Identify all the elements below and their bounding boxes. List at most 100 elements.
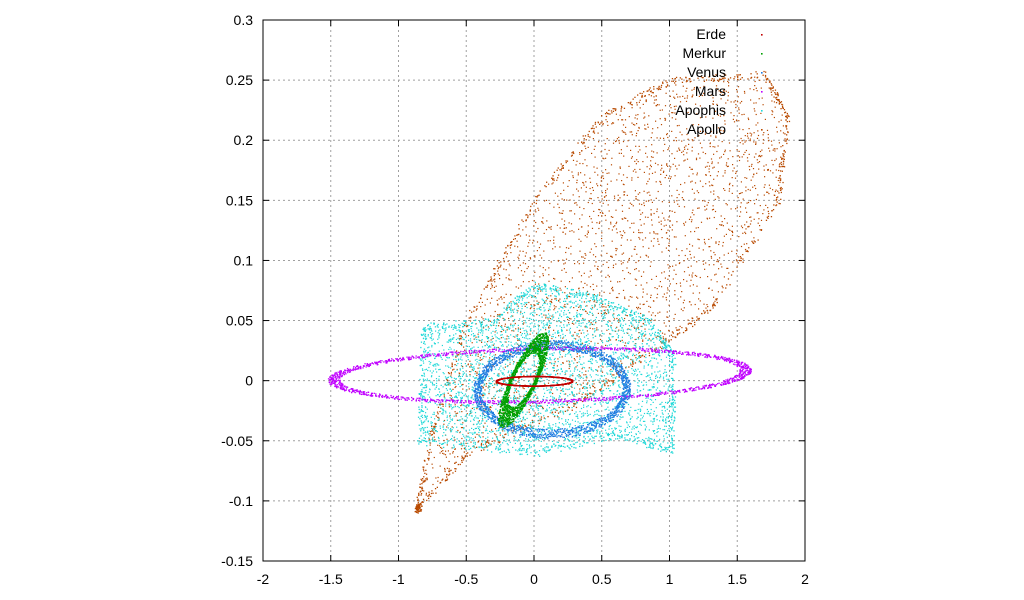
data-point — [657, 312, 659, 314]
data-point — [704, 166, 707, 168]
data-point — [544, 293, 547, 295]
data-point — [444, 467, 446, 470]
data-point — [536, 396, 539, 398]
data-point — [537, 408, 539, 410]
data-point — [754, 85, 756, 87]
data-point — [482, 432, 484, 434]
data-point — [786, 128, 788, 130]
data-point — [428, 491, 430, 493]
data-point — [537, 303, 539, 305]
data-point — [520, 365, 522, 367]
data-point — [575, 406, 578, 409]
data-point — [578, 361, 580, 363]
data-point — [601, 115, 603, 117]
data-point — [553, 429, 555, 431]
data-point — [586, 330, 588, 332]
data-point — [758, 218, 760, 220]
data-point — [663, 293, 665, 295]
data-point — [585, 254, 587, 256]
data-point — [623, 217, 626, 219]
data-point — [500, 334, 502, 336]
data-point — [442, 450, 444, 452]
data-point — [483, 384, 485, 386]
data-point — [456, 368, 458, 371]
data-point — [485, 441, 487, 444]
data-point — [535, 406, 537, 408]
data-point — [753, 132, 755, 134]
data-point — [434, 488, 437, 490]
data-point — [668, 216, 670, 218]
data-point — [653, 237, 655, 240]
data-point — [635, 320, 637, 322]
data-point — [529, 258, 532, 260]
data-point — [696, 285, 698, 287]
data-point — [612, 377, 614, 379]
data-point — [704, 268, 706, 270]
data-point — [469, 410, 471, 412]
data-point — [455, 415, 457, 417]
data-point — [650, 137, 652, 139]
data-point — [667, 430, 669, 432]
data-point — [483, 426, 485, 428]
data-point — [677, 333, 679, 335]
data-point — [736, 266, 738, 268]
data-point — [584, 174, 586, 176]
data-point — [618, 314, 620, 316]
data-point — [503, 412, 505, 414]
data-point — [613, 108, 615, 110]
data-point — [686, 152, 688, 154]
data-point — [728, 85, 730, 87]
data-point — [760, 112, 762, 114]
data-point — [619, 166, 621, 168]
data-point — [716, 259, 719, 261]
data-point — [563, 350, 565, 352]
data-point — [638, 229, 640, 231]
data-point — [549, 306, 551, 308]
data-point — [684, 148, 686, 150]
data-point — [651, 201, 653, 203]
data-point — [429, 448, 431, 451]
data-point — [569, 423, 572, 425]
data-point — [469, 432, 471, 434]
data-point — [597, 121, 599, 123]
data-point — [562, 406, 564, 408]
data-point — [530, 400, 532, 402]
data-point — [762, 139, 764, 141]
data-point — [599, 294, 601, 296]
data-point — [707, 276, 709, 278]
data-point — [450, 430, 452, 432]
data-point — [783, 156, 785, 158]
data-point — [672, 265, 674, 267]
data-point — [623, 107, 626, 109]
data-point — [424, 480, 427, 482]
data-point — [608, 339, 611, 341]
data-point — [590, 218, 592, 220]
data-point — [624, 232, 626, 234]
data-point — [640, 312, 642, 315]
data-point — [540, 290, 542, 292]
data-point — [679, 325, 681, 327]
data-point — [456, 364, 458, 367]
data-point — [503, 261, 505, 263]
data-point — [454, 456, 456, 458]
data-point — [447, 381, 449, 383]
data-point — [626, 342, 628, 344]
data-point — [625, 217, 627, 219]
data-point — [748, 153, 750, 155]
data-point — [654, 348, 656, 350]
data-point — [612, 216, 614, 218]
data-point — [461, 442, 463, 445]
data-point — [537, 227, 539, 230]
data-point — [638, 437, 640, 439]
data-point — [564, 335, 566, 337]
data-point — [525, 362, 527, 364]
data-point — [590, 396, 592, 398]
data-point — [488, 393, 490, 395]
data-point — [584, 319, 586, 321]
data-point — [786, 121, 788, 123]
data-point — [641, 212, 644, 214]
data-point — [613, 318, 616, 320]
data-point — [715, 241, 717, 243]
data-point — [583, 336, 586, 338]
data-point — [536, 250, 538, 252]
